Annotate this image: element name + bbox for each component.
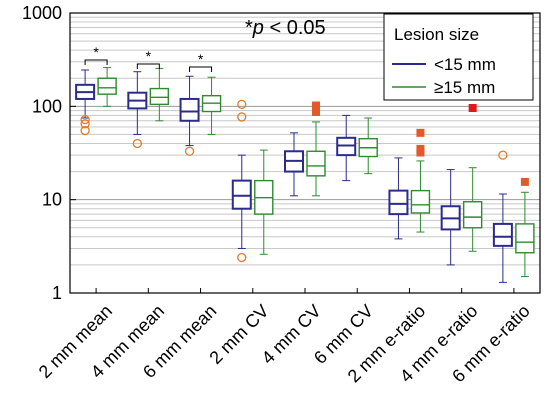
outlier-point [237,99,247,110]
y-tick-label: 100 [32,96,62,116]
box-small [492,150,513,283]
box-large [149,67,170,122]
y-tick-label: 1000 [22,3,62,23]
annotation-prefix: * [245,17,253,39]
box-large [462,103,483,252]
significance-bracket [84,59,108,65]
box-large [254,149,274,255]
outlier-point [237,252,247,263]
outlier-point [416,128,425,137]
box-small [284,132,304,197]
significance-bracket [136,63,160,69]
outlier-point [132,138,142,149]
significance-annotation: *p < 0.05 [245,17,326,39]
significance-bracket [189,66,213,72]
box-iqr [515,223,535,254]
outlier-point [468,103,477,112]
y-tick-label: 1 [52,283,62,303]
outlier-point [520,177,529,186]
box-small [336,114,357,182]
outlier-point [80,119,90,129]
box-iqr [462,201,483,229]
outlier-point [80,114,90,125]
box-large [306,101,326,197]
y-axis: 1 10 100 1000 [22,3,76,303]
outlier-point [312,101,320,110]
box-iqr [97,77,117,95]
annotation-italic: p [252,17,264,39]
box-iqr [388,189,409,216]
legend-label-large: ≥15 mm [434,78,495,97]
box-large [358,117,378,175]
box-small [440,169,461,266]
box-iqr [306,150,326,177]
box-iqr [179,97,200,122]
legend-label-small: <15 mm [434,55,496,74]
outlier-point [80,125,90,136]
box-large [410,128,431,233]
box-small [75,69,96,136]
box-large [515,177,535,278]
box-iqr [149,87,170,106]
annotation-suffix: < 0.05 [264,17,326,39]
significance-star: * [198,51,204,67]
box-large [97,67,117,107]
y-tick-label: 10 [42,190,62,210]
legend-title: Lesion size [394,25,479,44]
box-small [127,71,148,149]
significance-star: * [93,44,99,60]
significance-star: * [146,48,152,64]
box-large [201,76,222,135]
outlier-point [237,112,247,122]
legend: Lesion size <15 mm ≥15 mm [383,13,534,101]
box-small [388,157,409,240]
outlier-point [498,150,508,160]
box-small [231,99,252,263]
outlier-point [184,146,195,156]
box-iqr [410,189,431,214]
outlier-point [416,144,425,153]
box-small [179,75,200,156]
box-iqr [231,179,252,210]
box-series [75,67,535,283]
box-iqr [492,222,513,247]
significance-markers: * * * [84,44,213,72]
legend-box [383,13,534,101]
